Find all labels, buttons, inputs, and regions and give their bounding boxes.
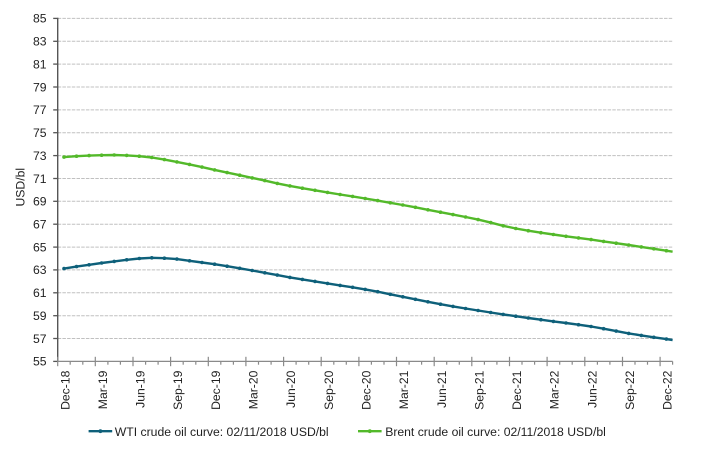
svg-text:85: 85	[33, 12, 47, 26]
svg-text:Dec-22: Dec-22	[661, 370, 675, 410]
svg-text:63: 63	[33, 263, 47, 277]
svg-text:59: 59	[33, 309, 47, 323]
svg-text:Jun-20: Jun-20	[284, 370, 298, 407]
svg-text:Jun-19: Jun-19	[134, 370, 148, 407]
svg-text:WTI crude oil curve: 02/11/201: WTI crude oil curve: 02/11/2018 USD/bl	[115, 425, 329, 439]
svg-text:71: 71	[33, 172, 47, 186]
svg-text:61: 61	[33, 286, 47, 300]
svg-text:Sep-22: Sep-22	[623, 370, 637, 410]
svg-text:Mar-19: Mar-19	[96, 370, 110, 409]
svg-text:55: 55	[33, 355, 47, 369]
svg-text:57: 57	[33, 332, 47, 346]
svg-text:Brent crude oil curve: 02/11/2: Brent crude oil curve: 02/11/2018 USD/bl	[385, 425, 606, 439]
svg-text:Jun-22: Jun-22	[585, 370, 599, 407]
svg-text:Dec-18: Dec-18	[58, 370, 72, 410]
svg-text:83: 83	[33, 35, 47, 49]
svg-text:65: 65	[33, 240, 47, 254]
svg-text:Sep-21: Sep-21	[472, 370, 486, 410]
svg-text:73: 73	[33, 149, 47, 163]
svg-text:Dec-19: Dec-19	[209, 370, 223, 410]
svg-text:Mar-20: Mar-20	[247, 370, 261, 409]
svg-text:77: 77	[33, 103, 47, 117]
svg-text:USD/bl: USD/bl	[14, 168, 28, 207]
svg-text:Dec-20: Dec-20	[360, 370, 374, 410]
svg-text:Sep-20: Sep-20	[322, 370, 336, 410]
svg-text:75: 75	[33, 126, 47, 140]
svg-text:67: 67	[33, 218, 47, 232]
svg-text:Jun-21: Jun-21	[435, 370, 449, 407]
svg-text:81: 81	[33, 57, 47, 71]
svg-text:69: 69	[33, 195, 47, 209]
svg-text:Sep-19: Sep-19	[171, 370, 185, 410]
svg-text:Mar-21: Mar-21	[397, 370, 411, 409]
svg-text:Mar-22: Mar-22	[548, 370, 562, 409]
svg-text:79: 79	[33, 80, 47, 94]
svg-text:Dec-21: Dec-21	[510, 370, 524, 410]
